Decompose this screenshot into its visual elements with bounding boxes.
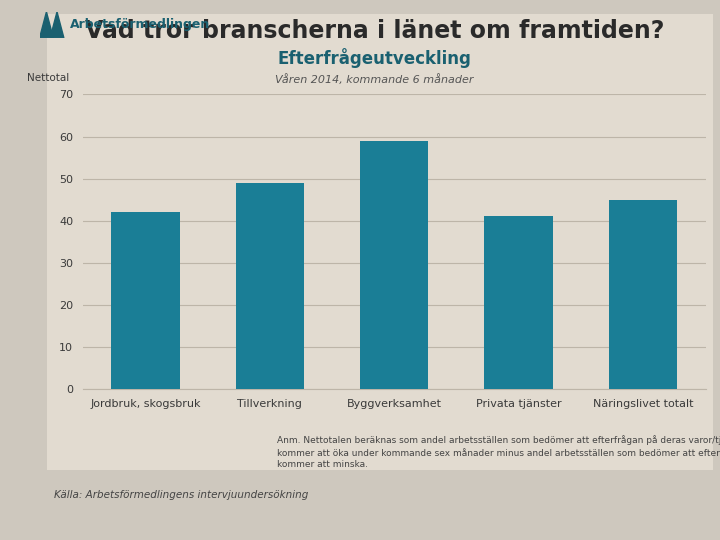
- Polygon shape: [40, 12, 53, 38]
- Text: Källa: Arbetsförmedlingens intervjuundersökning: Källa: Arbetsförmedlingens intervjuunder…: [54, 489, 308, 500]
- Bar: [360, 141, 428, 389]
- Polygon shape: [50, 12, 64, 38]
- Bar: [609, 200, 678, 389]
- Text: Vad tror branscherna i länet om framtiden?: Vad tror branscherna i länet om framtide…: [85, 19, 664, 43]
- Text: Arbetsförmedlingen: Arbetsförmedlingen: [70, 18, 210, 31]
- Bar: [235, 183, 304, 389]
- Text: Efterfrågeutveckling: Efterfrågeutveckling: [277, 48, 472, 68]
- Text: Nettotal: Nettotal: [27, 73, 69, 83]
- Text: Våren 2014, kommande 6 månader: Våren 2014, kommande 6 månader: [275, 74, 474, 85]
- Text: Anm. Nettotalen beräknas som andel arbetsställen som bedömer att efterfrågan på : Anm. Nettotalen beräknas som andel arbet…: [277, 435, 720, 469]
- Bar: [485, 217, 553, 389]
- Bar: [111, 212, 179, 389]
